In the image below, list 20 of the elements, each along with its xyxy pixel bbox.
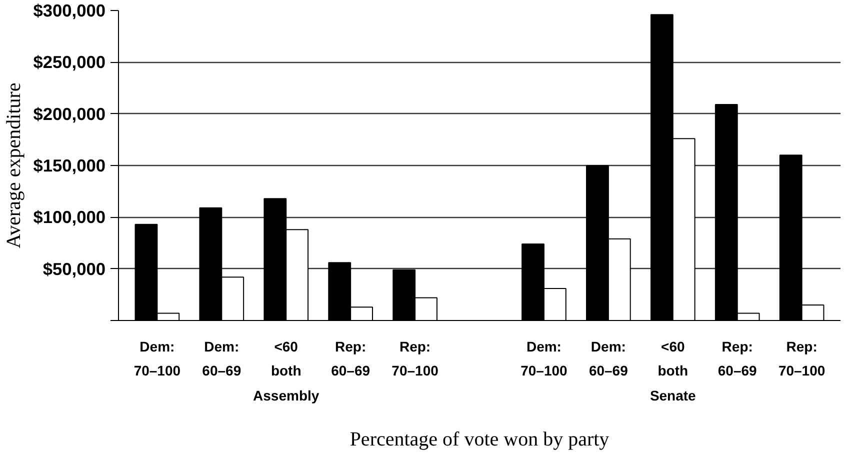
x-axis-title: Percentage of vote won by party: [350, 428, 610, 450]
x-tick-label: <60 both: [270, 338, 302, 378]
y-axis-title: Average expenditure: [3, 82, 26, 248]
x-tick-label: Dem: 70–100: [134, 338, 181, 378]
x-tick-label: Rep: 60–69: [331, 338, 370, 378]
x-tick-label: Rep: 70–100: [392, 338, 439, 378]
x-tick-label: Rep: 60–69: [718, 338, 758, 378]
x-tick-label: Dem: 60–69: [202, 338, 242, 378]
x-tick-label: Rep: 70–100: [778, 338, 826, 378]
x-tick-label: Dem: 60–69: [588, 338, 628, 378]
y-tick-label: $150,000: [33, 156, 106, 176]
x-tick-label: Dem: 70–100: [520, 338, 568, 378]
text: Senate: [650, 388, 696, 404]
y-tick-label: $250,000: [33, 52, 106, 72]
text: Assembly: [253, 388, 320, 404]
x-tick-label: <60 both: [658, 338, 688, 378]
y-tick-label: $50,000: [42, 258, 106, 279]
y-tick-label: $100,000: [33, 207, 106, 228]
y-tick-label: $300,000: [33, 0, 106, 20]
y-tick-label: $200,000: [33, 104, 106, 124]
